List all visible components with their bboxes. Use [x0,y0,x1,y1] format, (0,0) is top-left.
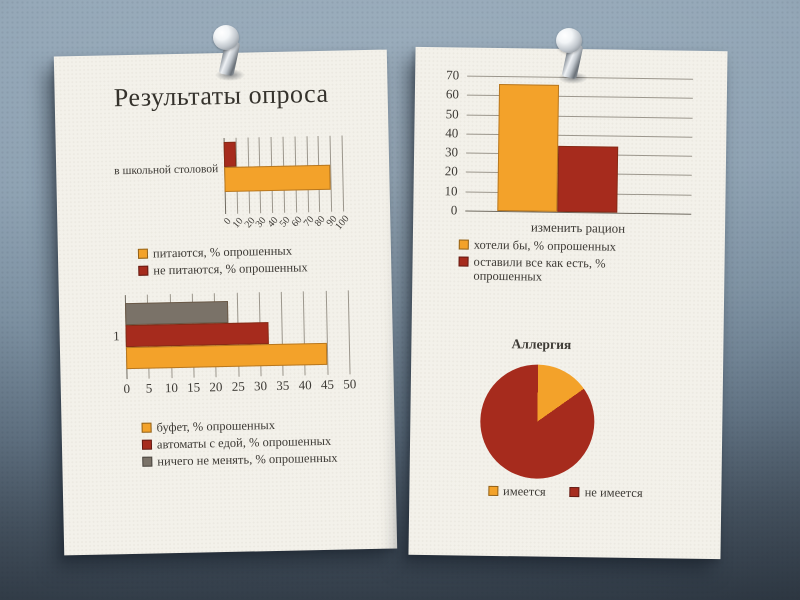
x-axis-label: изменить рацион [530,219,626,236]
y-tick-label: 60 [445,86,460,102]
y-tick-label: 70 [446,67,460,83]
legend-swatch [142,456,153,467]
legend-item: оставили все как есть, % опрошенных [458,254,646,285]
legend-label: хотели бы, % опрошенных [473,237,616,254]
right-sheet: 0 10 20 30 40 50 60 70 изменить рацион хотели бы… [408,46,728,560]
legend-swatch [458,256,469,267]
pin-head [213,25,239,50]
bar-red [125,322,269,348]
x-tick-label: 40 [298,377,312,393]
gridline [347,290,351,375]
x-tick-label: 50 [343,376,357,392]
bar-red [557,146,619,213]
push-pin-left [203,25,251,89]
legend-label: оставили все как есть, % опрошенных [473,254,606,284]
legend-item: имеется [488,484,546,499]
chart-change-ration: 0 10 20 30 40 50 60 70 изменить рацион [408,47,727,559]
bar-orange [125,342,328,370]
bar-orange [497,83,560,212]
legend-label: имеется [502,484,546,499]
legend-swatch [141,422,152,433]
legend-label: не имеется [584,485,643,501]
x-tick-label: 5 [145,380,153,396]
legend-item: буфет, % опрошенных [141,417,337,435]
chart-menu-changes: 0 5 10 15 20 25 30 35 40 45 50 1 [54,50,397,556]
y-tick-label: 50 [445,105,459,122]
x-tick-label: 10 [164,380,179,396]
x-tick-label: 0 [123,381,131,397]
legend-change-ration: хотели бы, % опрошенных оставили все как … [458,237,647,285]
category-label: 1 [113,328,120,344]
y-tick-label: 40 [445,125,459,141]
legend-label: автоматы с едой, % опрошенных [156,433,332,452]
bar-gray [124,300,229,326]
x-tick-label: 20 [209,379,223,395]
push-pin-right [546,28,594,92]
legend-item: не имеется [569,485,643,501]
legend-swatch [569,487,580,498]
legend-swatch [141,439,153,450]
legend-menu-changes: буфет, % опрошенных автоматы с едой, % оп… [141,417,338,469]
x-tick-label: 15 [187,379,201,395]
y-tick-label: 20 [444,163,458,179]
legend-item: автоматы с едой, % опрошенных [141,433,338,452]
y-tick-label: 10 [444,182,458,199]
y-tick-label: 0 [450,202,458,218]
pin-head [556,28,582,53]
x-tick-label: 35 [276,377,290,393]
x-tick-label: 45 [320,376,335,393]
legend-item: хотели бы, % опрошенных [458,237,647,254]
pie-title: Аллергия [511,336,572,353]
legend-label: буфет, % опрошенных [156,417,276,435]
x-tick-label: 30 [253,378,268,394]
legend-swatch [458,239,469,250]
x-tick-label: 25 [231,378,245,394]
left-sheet: Результаты опроса 0 10 20 30 40 50 60 70 80 90 100… [53,49,398,556]
y-tick-label: 30 [444,144,459,160]
legend-swatch [488,485,499,497]
